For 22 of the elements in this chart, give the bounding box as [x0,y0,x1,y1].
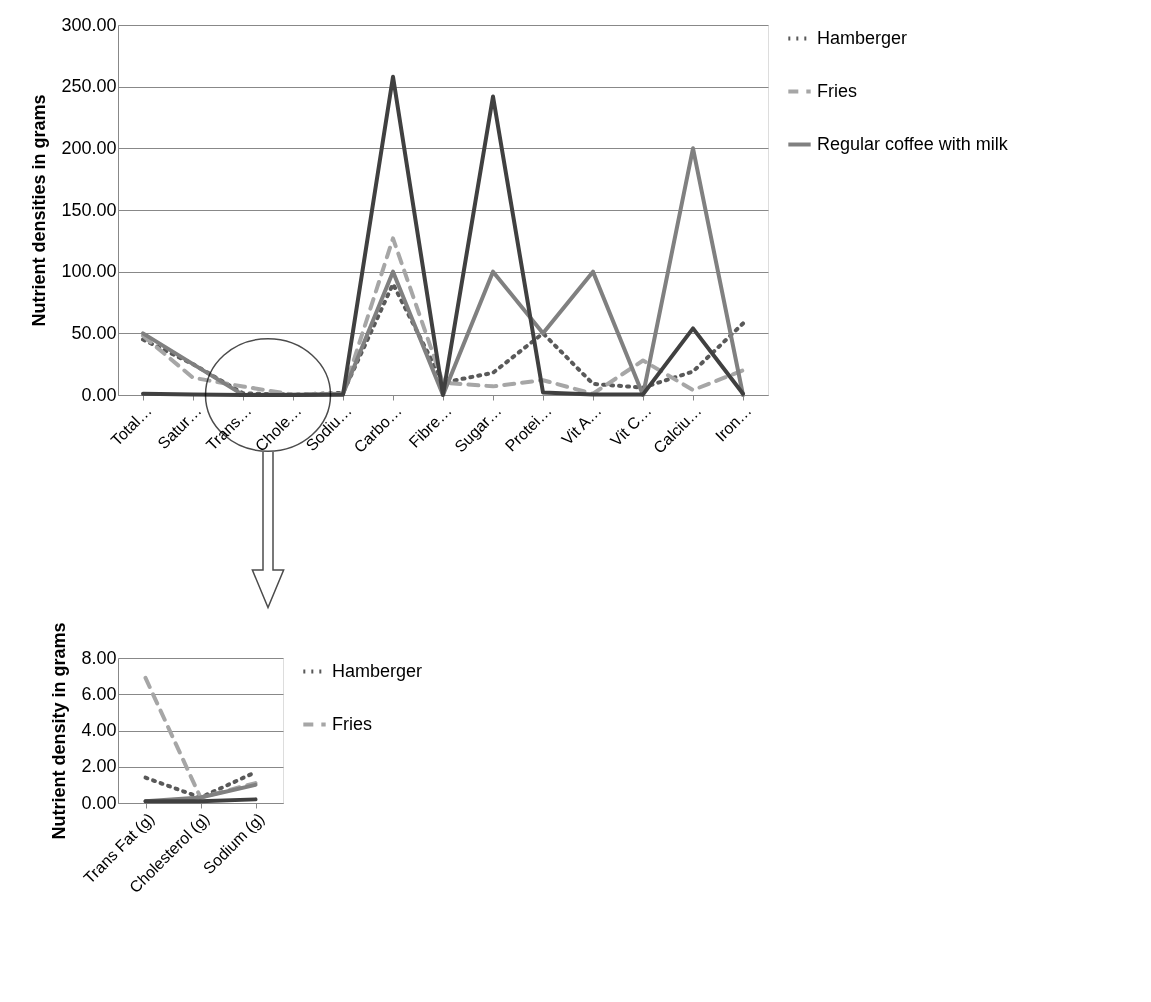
x-tick-label: Vit C… [607,401,655,450]
y-tick-label: 8.00 [81,647,117,668]
legend-label: Hamberger [332,660,423,681]
y-tick-label: 4.00 [81,720,117,740]
y-tick-label: 0.00 [81,384,117,405]
y-axis-title: Nutrient density in grams [49,622,70,840]
y-tick-label: 100.00 [61,261,117,282]
y-tick-label: 0.00 [81,792,117,813]
legend-label: Hamberger [817,27,908,48]
legend-label: Fries [817,80,857,101]
line-series [141,74,745,397]
legend-label: Fries [332,713,372,734]
y-tick-label: 150.00 [61,199,117,220]
y-tick-label: 50.00 [71,322,117,343]
y-tick-label: 250.00 [61,76,117,97]
y-tick-label: 200.00 [61,137,117,158]
y-axis-title: Nutrient densities in grams [29,94,50,327]
x-tick-label: Vit A… [558,401,605,449]
y-tick-label: 2.00 [81,756,117,777]
y-tick-label: 6.00 [81,683,117,704]
y-tick-label: 300.00 [61,14,117,35]
legend-label: Regular coffee with milk [817,133,1009,154]
